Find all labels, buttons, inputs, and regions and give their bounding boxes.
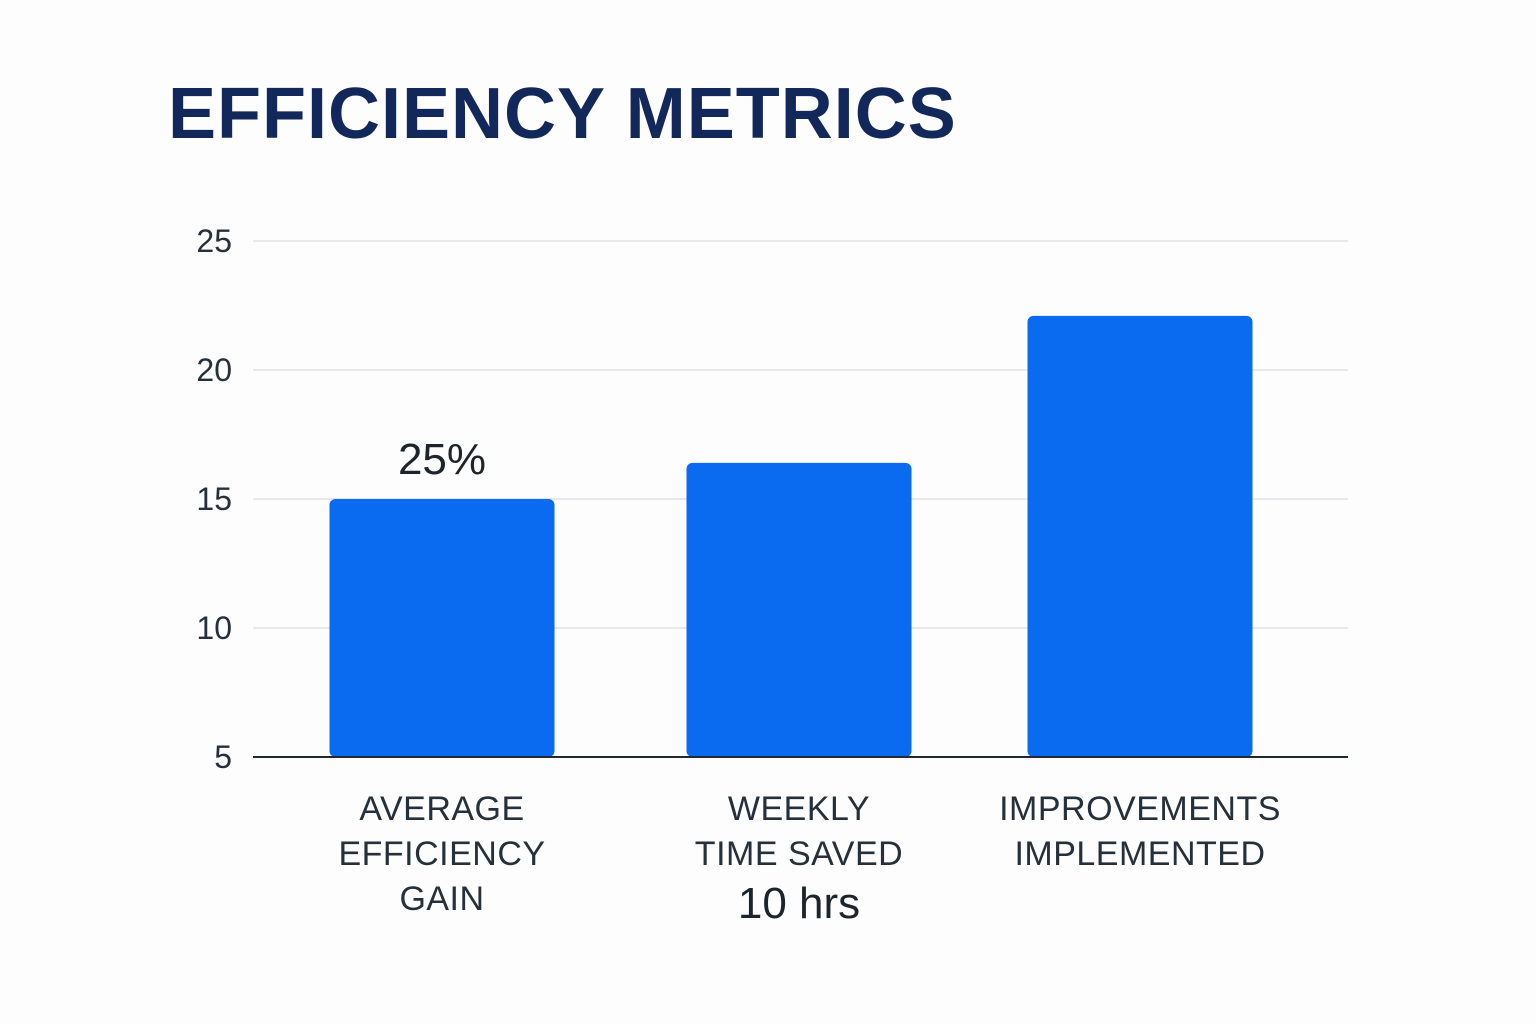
- data-label: 10 hrs: [738, 879, 860, 928]
- chart-title: EFFICIENCY METRICS: [168, 74, 957, 154]
- bar: [1027, 315, 1253, 757]
- y-tick-label: 10: [196, 610, 232, 646]
- category-label-line: EFFICIENCY: [338, 835, 545, 873]
- y-tick-label: 20: [196, 352, 232, 388]
- category-label-line: IMPLEMENTED: [1014, 835, 1265, 873]
- category-label-line: WEEKLY: [728, 790, 870, 828]
- y-tick-label: 15: [196, 481, 232, 517]
- y-tick-label: 25: [196, 223, 232, 259]
- category-label-line: TIME SAVED: [695, 835, 903, 873]
- bar: [329, 499, 555, 757]
- category-label-line: GAIN: [399, 880, 484, 918]
- data-label: 25%: [398, 435, 486, 484]
- category-label: IMPROVEMENTS IMPLEMENTED: [999, 790, 1281, 873]
- category-label: AVERAGE EFFICIENCY GAIN: [338, 790, 545, 918]
- y-tick-label: 5: [214, 739, 232, 775]
- data-labels: 25% 10 hrs: [398, 435, 860, 928]
- bars: [329, 315, 1253, 757]
- category-label: WEEKLY TIME SAVED: [695, 790, 903, 873]
- bar: [686, 462, 912, 757]
- x-axis-categories: AVERAGE EFFICIENCY GAIN WEEKLY TIME SAVED IMP…: [338, 790, 1280, 918]
- category-label-line: IMPROVEMENTS: [999, 790, 1281, 828]
- y-axis-ticks: 5 10 15 20 25: [196, 223, 232, 775]
- category-label-line: AVERAGE: [359, 790, 524, 828]
